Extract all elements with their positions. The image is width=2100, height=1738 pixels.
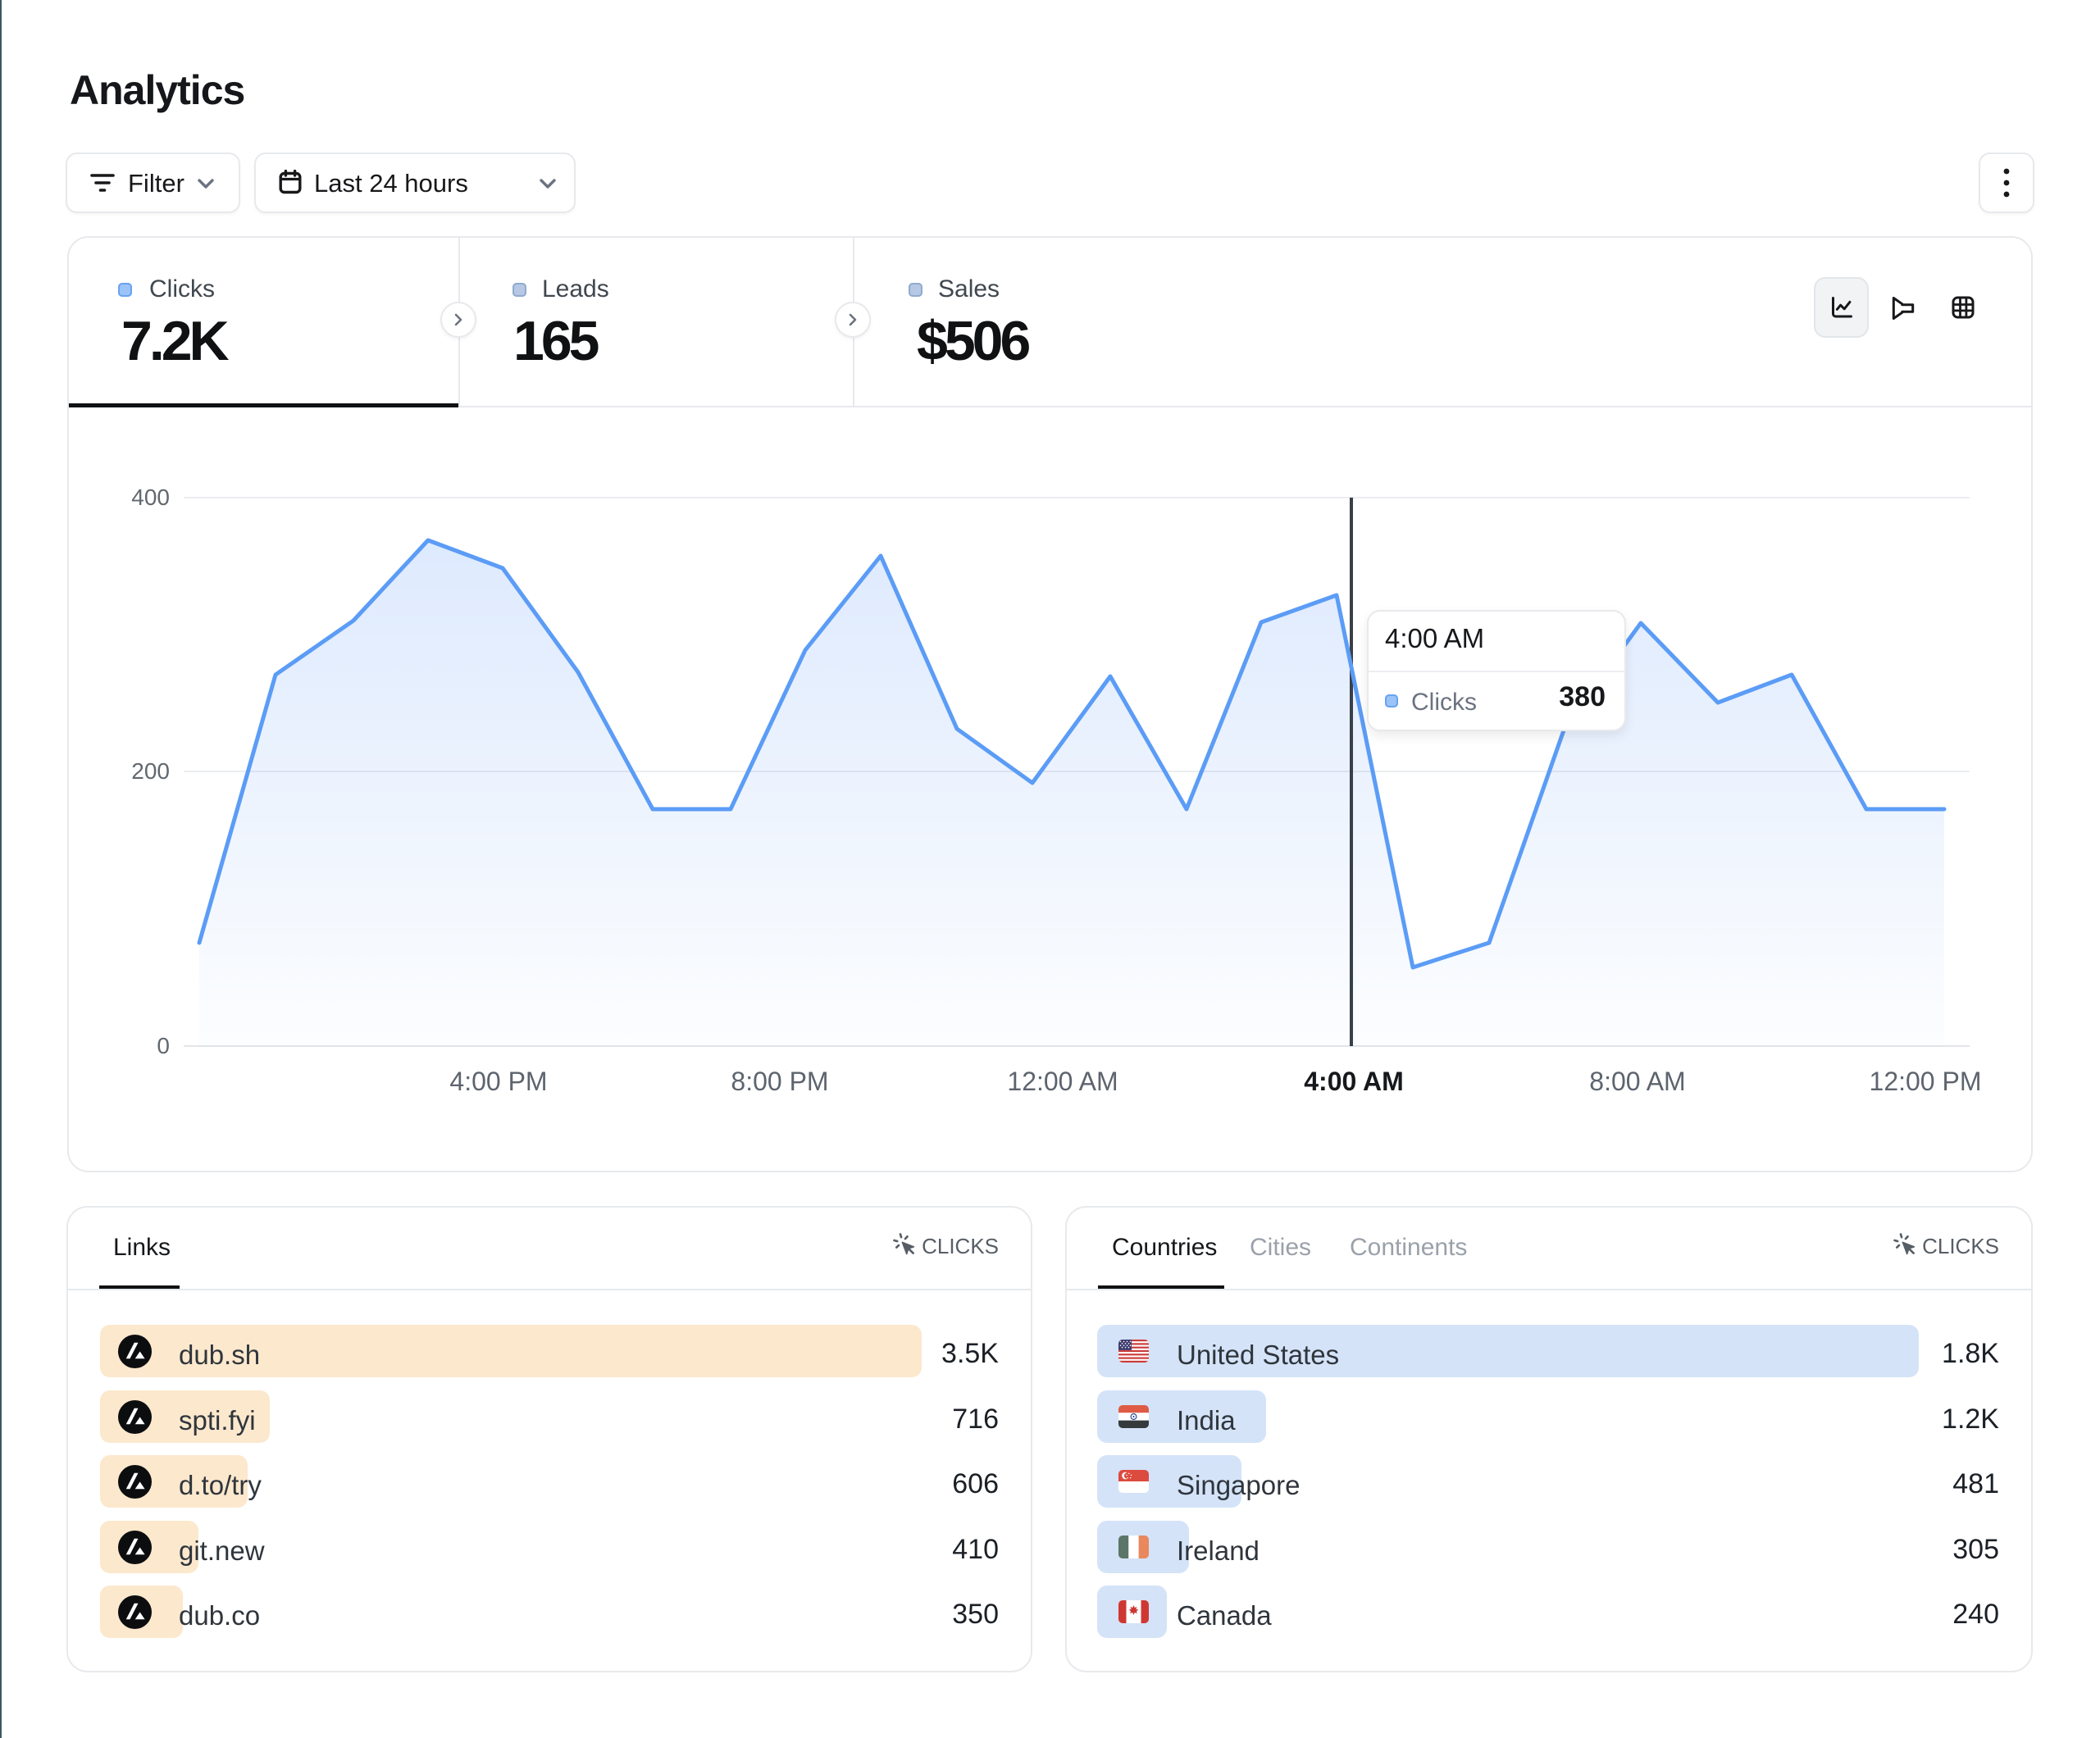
svg-text:4:00 AM: 4:00 AM bbox=[1304, 1067, 1404, 1096]
svg-text:400: 400 bbox=[131, 485, 170, 510]
svg-text:12:00 PM: 12:00 PM bbox=[1870, 1067, 1982, 1096]
svg-text:200: 200 bbox=[131, 758, 170, 784]
svg-text:4:00 PM: 4:00 PM bbox=[449, 1067, 547, 1096]
svg-text:8:00 PM: 8:00 PM bbox=[731, 1067, 828, 1096]
svg-text:8:00 AM: 8:00 AM bbox=[1589, 1067, 1685, 1096]
svg-text:12:00 AM: 12:00 AM bbox=[1007, 1067, 1118, 1096]
svg-text:0: 0 bbox=[157, 1033, 170, 1058]
